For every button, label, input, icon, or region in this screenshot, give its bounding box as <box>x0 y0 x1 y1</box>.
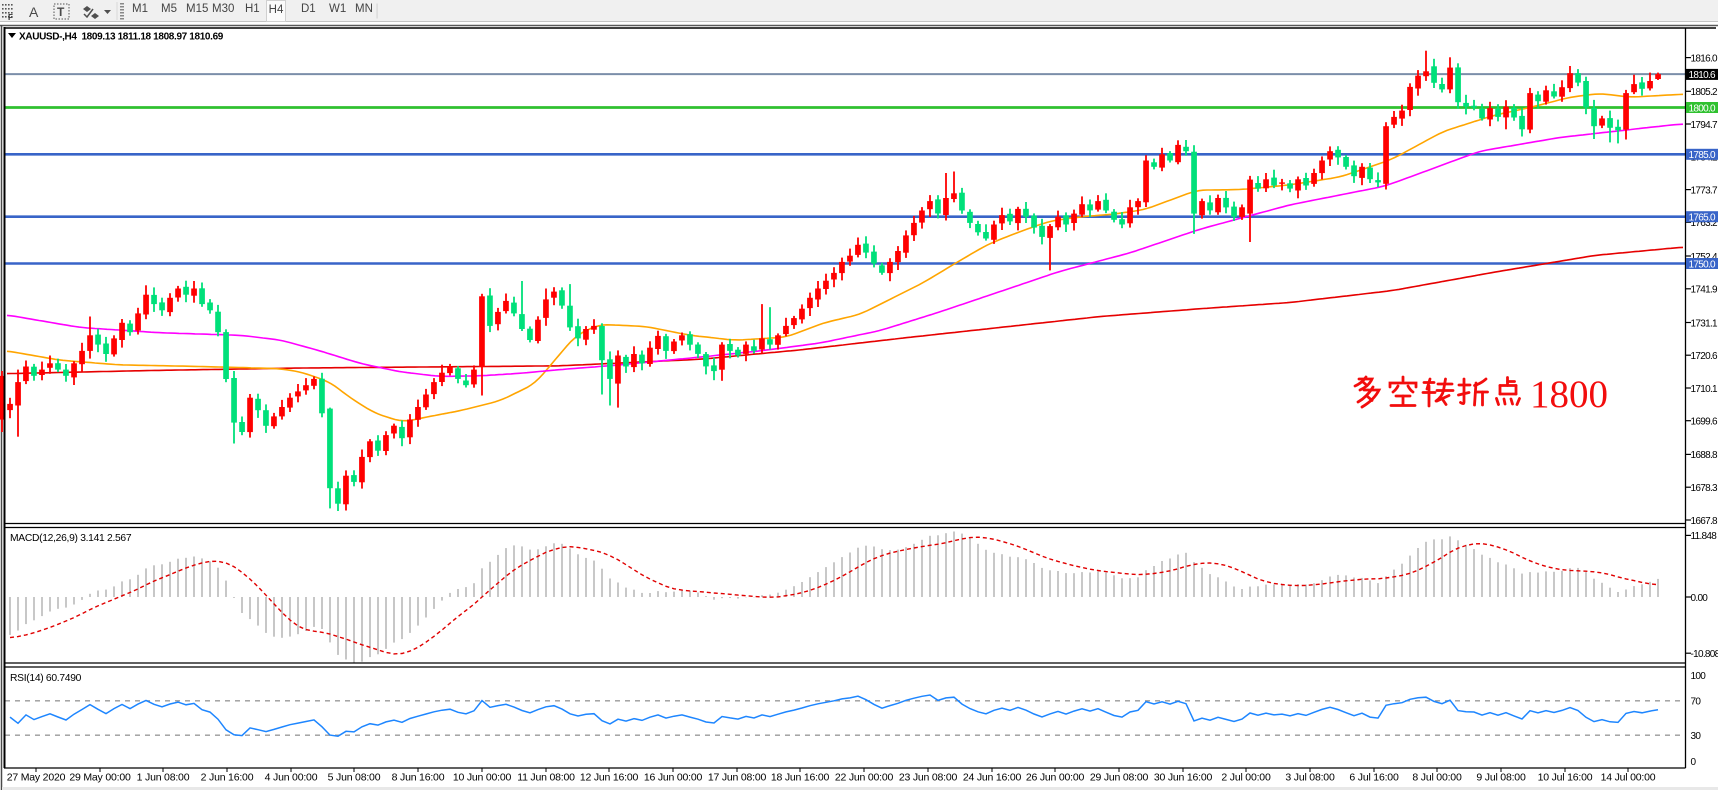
svg-text:10 Jul 16:00: 10 Jul 16:00 <box>1538 772 1593 784</box>
svg-text:14 Jul 00:00: 14 Jul 00:00 <box>1601 772 1656 784</box>
svg-text:1678.3: 1678.3 <box>1691 483 1718 494</box>
svg-text:-10.808: -10.808 <box>1691 649 1718 660</box>
svg-text:1794.7: 1794.7 <box>1691 120 1718 131</box>
svg-text:1720.6: 1720.6 <box>1691 351 1718 362</box>
svg-text:F: F <box>8 13 13 22</box>
svg-text:29 Jun 08:00: 29 Jun 08:00 <box>1090 772 1149 784</box>
svg-text:30 Jun 16:00: 30 Jun 16:00 <box>1154 772 1213 784</box>
svg-text:1710.1: 1710.1 <box>1691 384 1718 395</box>
svg-text:1765.0: 1765.0 <box>1689 213 1717 224</box>
svg-text:1667.8: 1667.8 <box>1691 516 1718 527</box>
svg-text:1810.6: 1810.6 <box>1689 70 1717 81</box>
svg-text:3 Jul 08:00: 3 Jul 08:00 <box>1285 772 1335 784</box>
svg-text:1752.4: 1752.4 <box>1691 252 1718 263</box>
svg-text:30: 30 <box>1691 731 1702 742</box>
svg-text:17 Jun 08:00: 17 Jun 08:00 <box>708 772 767 784</box>
svg-text:11 Jun 08:00: 11 Jun 08:00 <box>517 772 575 784</box>
svg-text:29 May 00:00: 29 May 00:00 <box>69 772 131 784</box>
svg-text:26 Jun 00:00: 26 Jun 00:00 <box>1026 772 1085 784</box>
svg-text:1800: 1800 <box>1530 373 1608 416</box>
svg-text:4 Jun 00:00: 4 Jun 00:00 <box>265 772 318 784</box>
svg-text:1 Jun 08:00: 1 Jun 08:00 <box>137 772 190 784</box>
svg-text:1800.0: 1800.0 <box>1689 103 1717 114</box>
svg-text:0.00: 0.00 <box>1691 593 1709 604</box>
svg-text:11.848: 11.848 <box>1691 531 1718 542</box>
svg-text:16 Jun 00:00: 16 Jun 00:00 <box>644 772 703 784</box>
svg-text:10 Jun 00:00: 10 Jun 00:00 <box>453 772 512 784</box>
svg-text:T: T <box>57 5 65 19</box>
svg-text:1773.7: 1773.7 <box>1691 185 1718 196</box>
svg-text:6 Jul 16:00: 6 Jul 16:00 <box>1349 772 1399 784</box>
svg-text:8 Jul 00:00: 8 Jul 00:00 <box>1412 772 1462 784</box>
svg-text:1785.0: 1785.0 <box>1689 150 1717 161</box>
svg-text:22 Jun 00:00: 22 Jun 00:00 <box>835 772 894 784</box>
svg-text:1731.1: 1731.1 <box>1691 318 1718 329</box>
svg-text:A: A <box>29 4 39 20</box>
svg-text:0: 0 <box>1691 757 1697 768</box>
svg-text:2 Jun 16:00: 2 Jun 16:00 <box>201 772 254 784</box>
svg-text:1805.2: 1805.2 <box>1691 87 1718 98</box>
svg-text:18 Jun 16:00: 18 Jun 16:00 <box>771 772 830 784</box>
svg-text:1699.6: 1699.6 <box>1691 417 1718 428</box>
svg-text:2 Jul 00:00: 2 Jul 00:00 <box>1221 772 1271 784</box>
svg-text:23 Jun 08:00: 23 Jun 08:00 <box>899 772 958 784</box>
svg-text:12 Jun 16:00: 12 Jun 16:00 <box>580 772 639 784</box>
svg-text:1816.0: 1816.0 <box>1691 53 1718 64</box>
svg-text:1688.8: 1688.8 <box>1691 450 1718 461</box>
svg-text:1750.0: 1750.0 <box>1689 259 1717 270</box>
svg-text:8 Jun 16:00: 8 Jun 16:00 <box>392 772 445 784</box>
svg-text:9 Jul 08:00: 9 Jul 08:00 <box>1476 772 1526 784</box>
svg-text:1741.9: 1741.9 <box>1691 285 1718 296</box>
svg-text:24 Jun 16:00: 24 Jun 16:00 <box>963 772 1022 784</box>
svg-text:70: 70 <box>1691 697 1702 708</box>
svg-text:MACD(12,26,9) 3.141 2.567: MACD(12,26,9) 3.141 2.567 <box>10 533 132 544</box>
svg-text:100: 100 <box>1691 671 1707 682</box>
svg-text:XAUUSD-,H4 1809.13 1811.18 18: XAUUSD-,H4 1809.13 1811.18 1808.97 1810.… <box>19 32 224 43</box>
svg-text:1763.2: 1763.2 <box>1691 218 1718 229</box>
svg-text:RSI(14) 60.7490: RSI(14) 60.7490 <box>10 673 82 684</box>
svg-text:5 Jun 08:00: 5 Jun 08:00 <box>328 772 381 784</box>
svg-text:27 May 2020: 27 May 2020 <box>7 772 66 784</box>
